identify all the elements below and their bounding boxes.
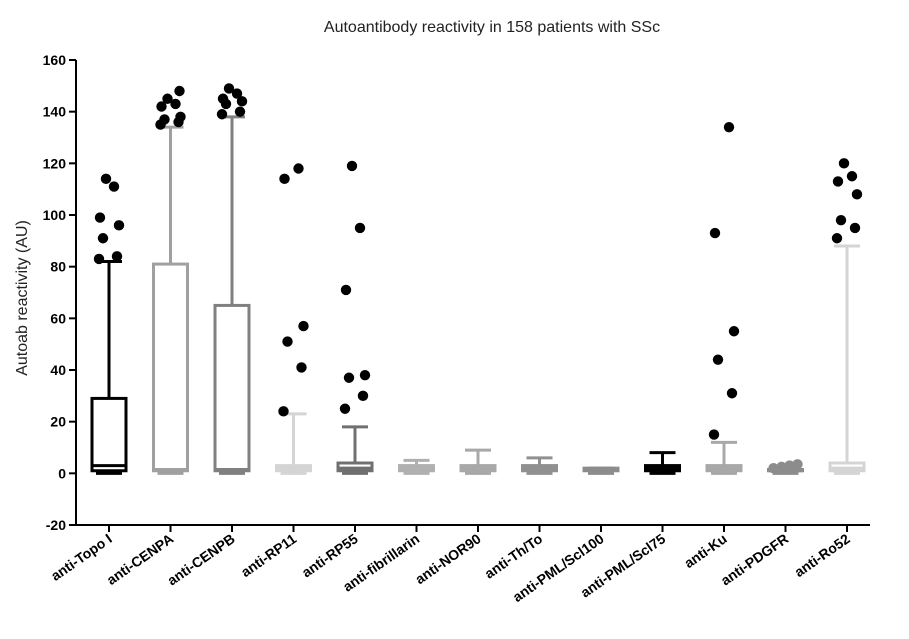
outlier-point: [223, 83, 235, 94]
outlier-point: [792, 459, 803, 470]
outlier-point: [768, 462, 779, 474]
outlier-point: [340, 284, 352, 296]
x-tick-label: anti-NOR90: [412, 530, 484, 587]
x-tick-label: anti-CENPB: [164, 530, 238, 588]
y-axis-label: Autoab reactivity (AU): [14, 220, 31, 376]
outlier-point: [832, 176, 844, 187]
outlier-point: [156, 101, 167, 112]
outlier-point: [831, 233, 843, 244]
outlier-point: [346, 160, 358, 172]
outlier-point: [343, 372, 355, 383]
y-tick-label: 100: [43, 207, 67, 223]
x-tick-label: anti-PDGFR: [718, 530, 792, 588]
outlier-point: [100, 173, 112, 185]
box: [152, 262, 189, 473]
outlier-point: [298, 320, 309, 332]
outlier-point: [236, 96, 248, 107]
outlier-point: [708, 429, 720, 440]
outlier-point: [784, 460, 795, 471]
outlier-point: [162, 93, 173, 104]
outlier-point: [93, 253, 105, 265]
y-tick-label: 80: [50, 259, 66, 275]
outlier-point: [835, 214, 847, 226]
outlier-point: [838, 158, 850, 169]
outlier-point: [709, 227, 721, 239]
y-tick-label: -20: [46, 517, 66, 533]
y-tick-label: 0: [58, 465, 66, 481]
outlier-point: [282, 336, 293, 347]
outlier-point: [279, 173, 290, 185]
y-tick-label: 140: [43, 104, 67, 120]
outlier-point: [726, 388, 738, 399]
outlier-point: [159, 114, 170, 125]
outlier-point: [108, 181, 120, 192]
outlier-point: [846, 171, 858, 182]
outlier-point: [712, 354, 724, 365]
outlier-point: [339, 403, 351, 414]
outlier-point: [174, 85, 185, 97]
outlier-point: [728, 326, 740, 337]
outlier-point: [94, 212, 106, 223]
outlier-point: [175, 111, 186, 123]
outlier-point: [234, 106, 246, 117]
outlier-point: [231, 88, 243, 99]
x-tick-label: anti-Ro52: [791, 530, 853, 580]
outlier-point: [170, 98, 181, 110]
outlier-point: [97, 233, 109, 244]
outlier-point: [113, 220, 125, 231]
box: [213, 303, 251, 473]
outlier-point: [216, 109, 228, 120]
outlier-point: [723, 121, 735, 133]
outlier-point: [293, 163, 304, 174]
outlier-point: [217, 93, 229, 104]
outlier-point: [776, 461, 787, 473]
y-tick-label: 20: [50, 414, 66, 430]
outlier-point: [851, 189, 863, 200]
y-tick-label: 40: [50, 362, 66, 378]
box: [90, 396, 128, 473]
y-tick-label: 120: [43, 155, 67, 171]
outlier-point: [354, 222, 366, 234]
y-tick-label: 60: [50, 310, 66, 326]
outlier-point: [849, 222, 861, 234]
x-tick-label: anti-Ku: [681, 530, 730, 571]
outlier-point: [278, 406, 289, 417]
y-tick-label: 160: [43, 52, 67, 68]
x-tick-label: anti-RP11: [238, 530, 300, 580]
outlier-point: [359, 369, 371, 381]
chart-title: Autoantibody reactivity in 158 patients …: [324, 19, 660, 36]
outlier-point: [357, 390, 369, 402]
outlier-point: [296, 362, 307, 373]
x-tick-label: anti-CENPA: [104, 530, 177, 588]
outlier-point: [111, 251, 123, 262]
